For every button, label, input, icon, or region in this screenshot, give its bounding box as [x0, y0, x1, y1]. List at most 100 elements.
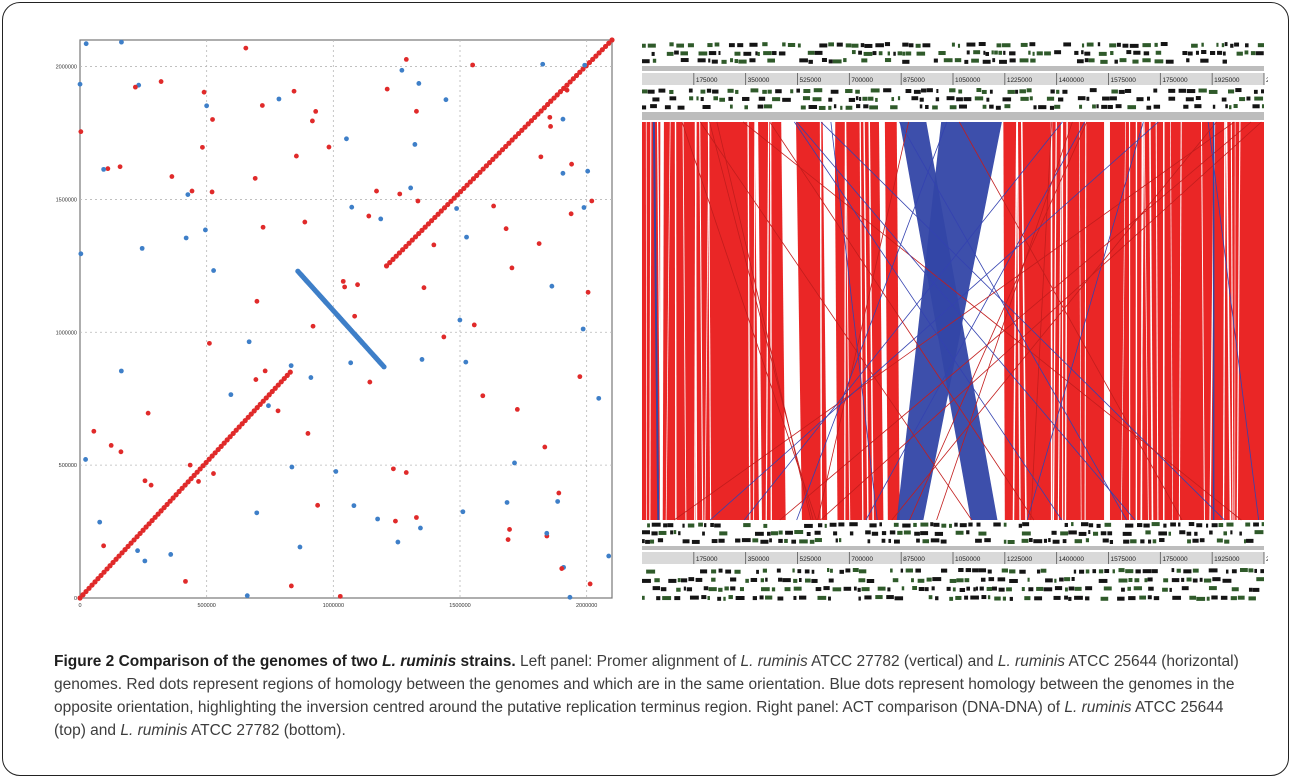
y-tick-label: 1000000: [56, 330, 77, 336]
gene-feature: [1148, 539, 1152, 544]
gene-feature: [996, 43, 1002, 48]
gene-feature: [1153, 88, 1158, 93]
gene-feature: [695, 577, 703, 582]
gene-feature: [934, 531, 944, 536]
gene-feature: [794, 530, 804, 535]
gene-feature: [1021, 531, 1031, 536]
match-gap: [753, 121, 756, 521]
reverse-match-dot: [333, 469, 339, 474]
forward-match-dot: [101, 543, 107, 549]
gene-feature: [728, 43, 735, 48]
act-chart: 175000 350000 525000 700000 875000 1050000 122…: [642, 42, 1292, 601]
gene-feature: [1225, 104, 1228, 109]
gene-feature: [828, 105, 832, 110]
gene-feature: [883, 88, 892, 93]
gene-feature: [1107, 531, 1113, 536]
gene-feature: [799, 539, 808, 544]
gene-feature: [1029, 96, 1033, 101]
gene-feature: [1096, 104, 1099, 109]
reverse-match-dot: [246, 339, 252, 345]
gene-feature: [663, 523, 668, 528]
caption-title: Figure 2 Comparison of the genomes of tw…: [54, 653, 516, 670]
forward-match-dot: [570, 76, 576, 82]
gene-feature: [650, 539, 655, 544]
forward-match-dot: [196, 479, 201, 484]
forward-match-dot: [403, 470, 409, 475]
gene-feature: [700, 97, 704, 102]
gene-feature: [911, 96, 919, 101]
gene-feature: [1050, 89, 1055, 94]
forward-match-dot: [169, 174, 175, 179]
gene-feature: [1019, 89, 1026, 94]
forward-match-dot: [337, 593, 343, 599]
forward-match-dot: [374, 188, 379, 194]
forward-match-dot: [293, 153, 299, 159]
gene-feature: [744, 105, 748, 110]
sequence-bar: [642, 546, 1264, 550]
gene-feature: [955, 530, 964, 535]
gene-feature: [1255, 51, 1264, 56]
gene-feature: [763, 51, 772, 56]
ruler-tick-label: 1050000: [955, 556, 981, 563]
gene-feature: [954, 522, 958, 527]
gene-feature: [916, 538, 920, 543]
forward-match-dot: [470, 62, 476, 68]
gene-feature: [892, 578, 899, 583]
gene-feature: [725, 569, 732, 574]
gene-feature: [1188, 522, 1195, 527]
forward-match-dot: [573, 72, 580, 79]
gene-feature: [1228, 89, 1235, 94]
gene-feature: [893, 522, 899, 527]
gene-feature: [845, 568, 851, 573]
forward-match-dot: [383, 263, 390, 269]
gene-feature: [980, 577, 986, 582]
gene-feature: [767, 531, 771, 536]
forward-match-dot: [422, 224, 428, 230]
gene-feature: [1229, 105, 1232, 110]
match-gap: [1200, 121, 1205, 521]
gene-feature: [859, 96, 862, 101]
gene-feature: [1009, 578, 1018, 583]
gene-feature: [647, 523, 650, 528]
caption-species: L. ruminis: [740, 653, 808, 670]
gene-feature: [1020, 42, 1028, 47]
gene-feature: [1195, 50, 1199, 55]
gene-feature: [1151, 569, 1158, 574]
gene-feature: [1152, 539, 1157, 544]
gene-feature: [713, 96, 718, 101]
forward-match-line: [820, 121, 1262, 521]
gene-feature: [843, 586, 852, 591]
gene-feature: [888, 538, 892, 543]
reverse-match-dot: [203, 227, 208, 233]
sequence-bar: [642, 112, 1264, 120]
gene-feature: [1018, 523, 1023, 528]
gene-feature: [922, 539, 930, 544]
gene-feature: [853, 586, 857, 591]
reverse-match-dot: [596, 395, 602, 401]
gene-feature: [943, 58, 953, 63]
forward-match-dot: [454, 192, 460, 198]
ruler-tick-label: 875000: [903, 556, 925, 563]
gene-feature: [792, 568, 795, 573]
forward-match-dot: [340, 278, 346, 284]
gene-feature: [777, 596, 784, 601]
gene-feature: [700, 569, 708, 574]
gene-feature: [1186, 577, 1192, 582]
forward-match-line: [681, 121, 817, 521]
gene-feature: [1181, 577, 1185, 582]
gene-feature: [678, 531, 681, 536]
forward-match-dot: [259, 103, 265, 108]
forward-match-dot: [593, 53, 599, 59]
gene-feature: [1189, 595, 1197, 600]
figure-label: Figure 2: [54, 653, 115, 670]
gene-feature: [760, 539, 769, 544]
match-gap: [784, 121, 788, 521]
forward-match-dot: [525, 121, 531, 127]
gene-feature: [702, 105, 711, 110]
gene-feature: [894, 596, 904, 601]
gene-feature: [932, 105, 938, 110]
gene-feature: [782, 578, 791, 583]
gene-feature: [1236, 51, 1243, 56]
gene-feature: [963, 97, 972, 102]
gene-feature: [973, 587, 976, 592]
